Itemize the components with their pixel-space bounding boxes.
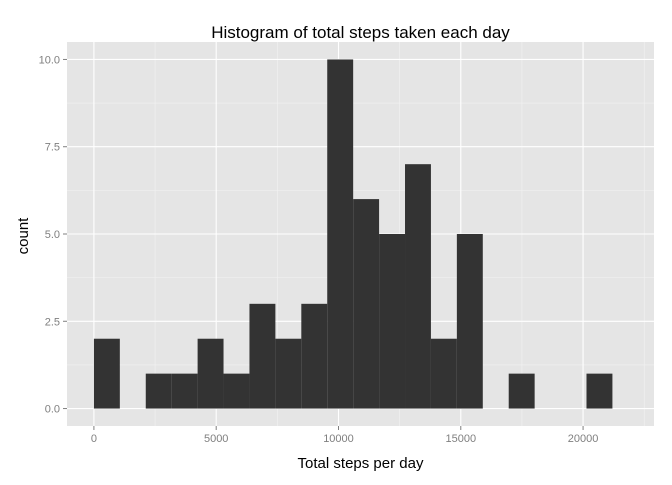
y-tick-label: 10.0 — [39, 54, 60, 66]
histogram-bar — [249, 303, 276, 409]
axis-tick-labels: 0 5000 10000 15000 20000 0.0 2.5 5.0 7.5 10.0 — [39, 54, 599, 445]
histogram-bar — [93, 338, 120, 409]
y-tick-label: 7.5 — [45, 142, 60, 154]
y-tick-label: 2.5 — [45, 316, 60, 328]
histogram-bar — [197, 338, 224, 409]
histogram-bar — [145, 373, 172, 409]
x-tick-label: 5000 — [204, 433, 228, 445]
histogram-bar — [586, 373, 613, 409]
axis-ticks — [63, 58, 584, 430]
histogram-bar — [508, 373, 535, 409]
y-axis-title: count — [15, 217, 32, 255]
histogram-bar — [430, 338, 457, 409]
x-tick-label: 15000 — [445, 433, 476, 445]
chart-title: Histogram of total steps taken each day — [211, 23, 510, 42]
histogram-bar — [379, 234, 406, 409]
histogram-bar — [327, 59, 354, 409]
histogram-bar — [456, 234, 483, 409]
histogram-bar — [353, 199, 380, 409]
y-tick-label: 0.0 — [45, 404, 60, 416]
x-tick-label: 10000 — [323, 433, 354, 445]
x-tick-label: 20000 — [568, 433, 599, 445]
x-axis-title: Total steps per day — [298, 455, 424, 472]
histogram-bars — [93, 59, 613, 409]
histogram-bar — [301, 303, 328, 409]
y-tick-label: 5.0 — [45, 229, 60, 241]
histogram-bar — [275, 338, 302, 409]
histogram-bar — [171, 373, 198, 409]
histogram-bar — [405, 164, 431, 409]
histogram-bar — [223, 373, 250, 409]
x-tick-label: 0 — [91, 433, 97, 445]
